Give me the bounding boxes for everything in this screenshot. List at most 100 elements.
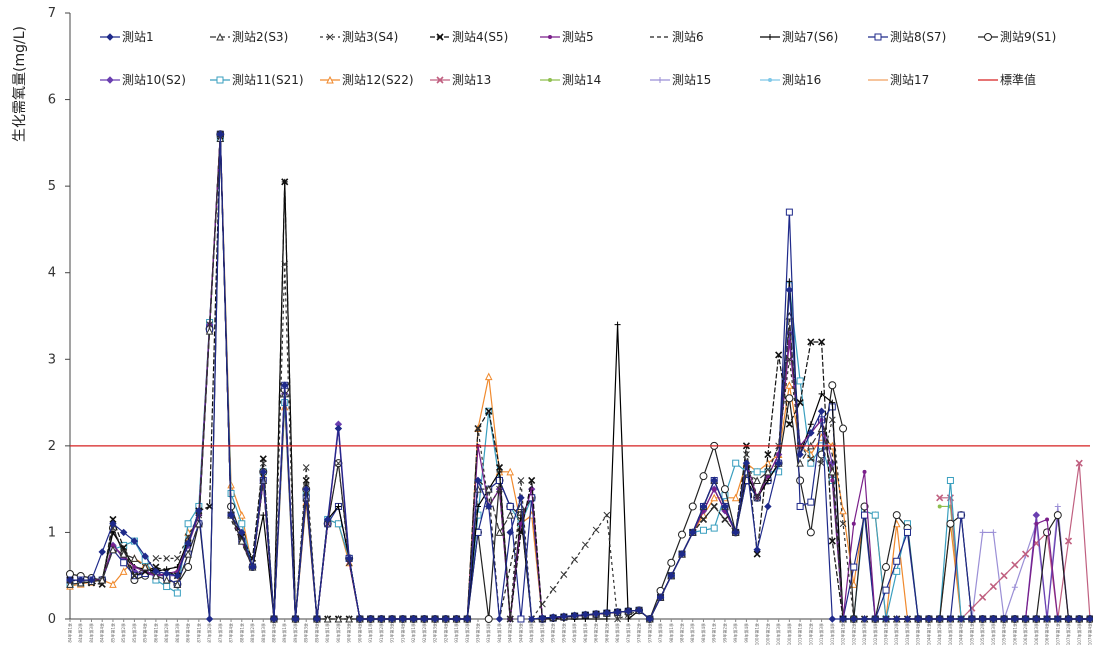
data-point — [431, 615, 439, 623]
data-point — [302, 464, 310, 471]
x-tick-label: 104年第4季 — [958, 623, 964, 645]
data-point — [807, 421, 814, 428]
series-8 — [66, 130, 1093, 623]
x-tick-label: 92年第1季 — [410, 623, 416, 643]
data-point — [484, 615, 493, 623]
y-tick-label: 7 — [48, 6, 56, 21]
data-point — [120, 559, 128, 567]
series-2 — [66, 134, 1093, 623]
legend-label: 測站10(S2) — [122, 73, 186, 87]
data-point — [807, 459, 815, 467]
data-point — [753, 546, 761, 554]
data-point — [66, 580, 74, 588]
data-point — [1011, 584, 1018, 591]
data-point — [764, 502, 772, 511]
legend-marker — [106, 33, 114, 41]
legend-item: 測站6 — [650, 30, 704, 44]
data-point — [98, 548, 106, 556]
data-point — [807, 338, 815, 346]
data-point — [377, 615, 386, 623]
legend-label: 測站16 — [782, 73, 821, 87]
data-point — [442, 615, 450, 623]
data-point — [485, 407, 493, 415]
series-line — [69, 138, 1093, 620]
x-tick-label: 107年第4季 — [1087, 623, 1093, 645]
data-point — [130, 537, 139, 545]
data-point — [892, 511, 901, 520]
legend-item: 測站7(S6) — [760, 30, 838, 44]
data-point — [302, 493, 311, 502]
data-point — [474, 425, 482, 432]
x-tick-label: 92年第3季 — [432, 623, 438, 643]
data-point — [828, 381, 837, 390]
data-point — [173, 589, 181, 597]
data-point — [420, 615, 429, 623]
data-point — [98, 575, 107, 584]
data-point — [839, 520, 847, 528]
data-point — [474, 476, 482, 485]
data-point — [839, 615, 847, 623]
data-point — [205, 327, 214, 335]
legend-label: 測站12(S22) — [342, 73, 414, 87]
legend-label: 測站15 — [672, 73, 711, 87]
x-tick-label: 89年第3季 — [303, 623, 309, 643]
data-point — [131, 572, 138, 580]
data-point — [710, 493, 719, 502]
data-point — [613, 608, 622, 616]
x-tick-label: 84年第4季 — [99, 623, 105, 643]
y-tick-label: 2 — [48, 439, 56, 454]
data-point — [957, 615, 965, 623]
x-tick-label: 107年第3季 — [1076, 623, 1082, 645]
legend-item: 測站1 — [100, 30, 154, 44]
data-point — [238, 528, 246, 537]
data-point — [764, 450, 772, 459]
data-point — [1064, 537, 1073, 545]
data-point — [334, 614, 343, 623]
x-tick-label: 105年第4季 — [1001, 623, 1007, 645]
data-point — [109, 520, 117, 528]
data-point — [582, 541, 589, 549]
data-point — [989, 582, 997, 591]
data-point — [807, 455, 815, 463]
x-tick-label: 95年第4季 — [571, 623, 577, 643]
x-tick-label: 93年第1季 — [453, 623, 459, 643]
series-line — [70, 138, 1093, 621]
series-line — [70, 134, 1093, 620]
data-point — [968, 615, 976, 623]
legend-marker — [768, 78, 772, 82]
data-point — [335, 503, 342, 510]
x-tick-label: 93年第2季 — [464, 623, 470, 643]
data-point — [979, 593, 987, 601]
data-point — [882, 615, 890, 623]
x-tick-label: 91年第3季 — [389, 623, 395, 643]
data-point — [570, 611, 579, 620]
data-point — [484, 372, 493, 381]
x-tick-label: 89年第4季 — [313, 623, 319, 643]
data-point — [753, 550, 761, 558]
series-10 — [66, 130, 1093, 623]
legend-item: 測站3(S4) — [320, 30, 398, 44]
data-point — [1053, 511, 1062, 520]
data-point — [388, 615, 396, 623]
data-point — [592, 526, 600, 534]
legend-label: 測站1 — [122, 30, 154, 44]
x-tick-label: 101年第1季 — [797, 623, 803, 645]
x-axis: 84年第1季 84年第2季 84年第3季 84年第4季 85年第1季 85年第2季 85年第… — [67, 618, 1093, 645]
data-point — [688, 502, 697, 511]
data-point — [786, 278, 793, 285]
data-point — [1043, 615, 1051, 623]
data-point — [1021, 615, 1030, 623]
data-point — [710, 476, 718, 485]
x-tick-label: 98年第3季 — [689, 623, 695, 643]
data-point — [152, 571, 160, 580]
data-point — [152, 567, 160, 576]
data-point — [689, 528, 697, 537]
x-tick-label: 91年第2季 — [378, 623, 384, 643]
x-tick-label: 104年第1季 — [925, 623, 931, 645]
data-point — [893, 615, 901, 623]
data-point — [829, 399, 836, 406]
x-tick-label: 93年第3季 — [475, 623, 481, 643]
legend-marker — [548, 78, 552, 82]
x-tick-label: 88年第2季 — [249, 623, 255, 643]
legend-marker — [216, 76, 224, 84]
